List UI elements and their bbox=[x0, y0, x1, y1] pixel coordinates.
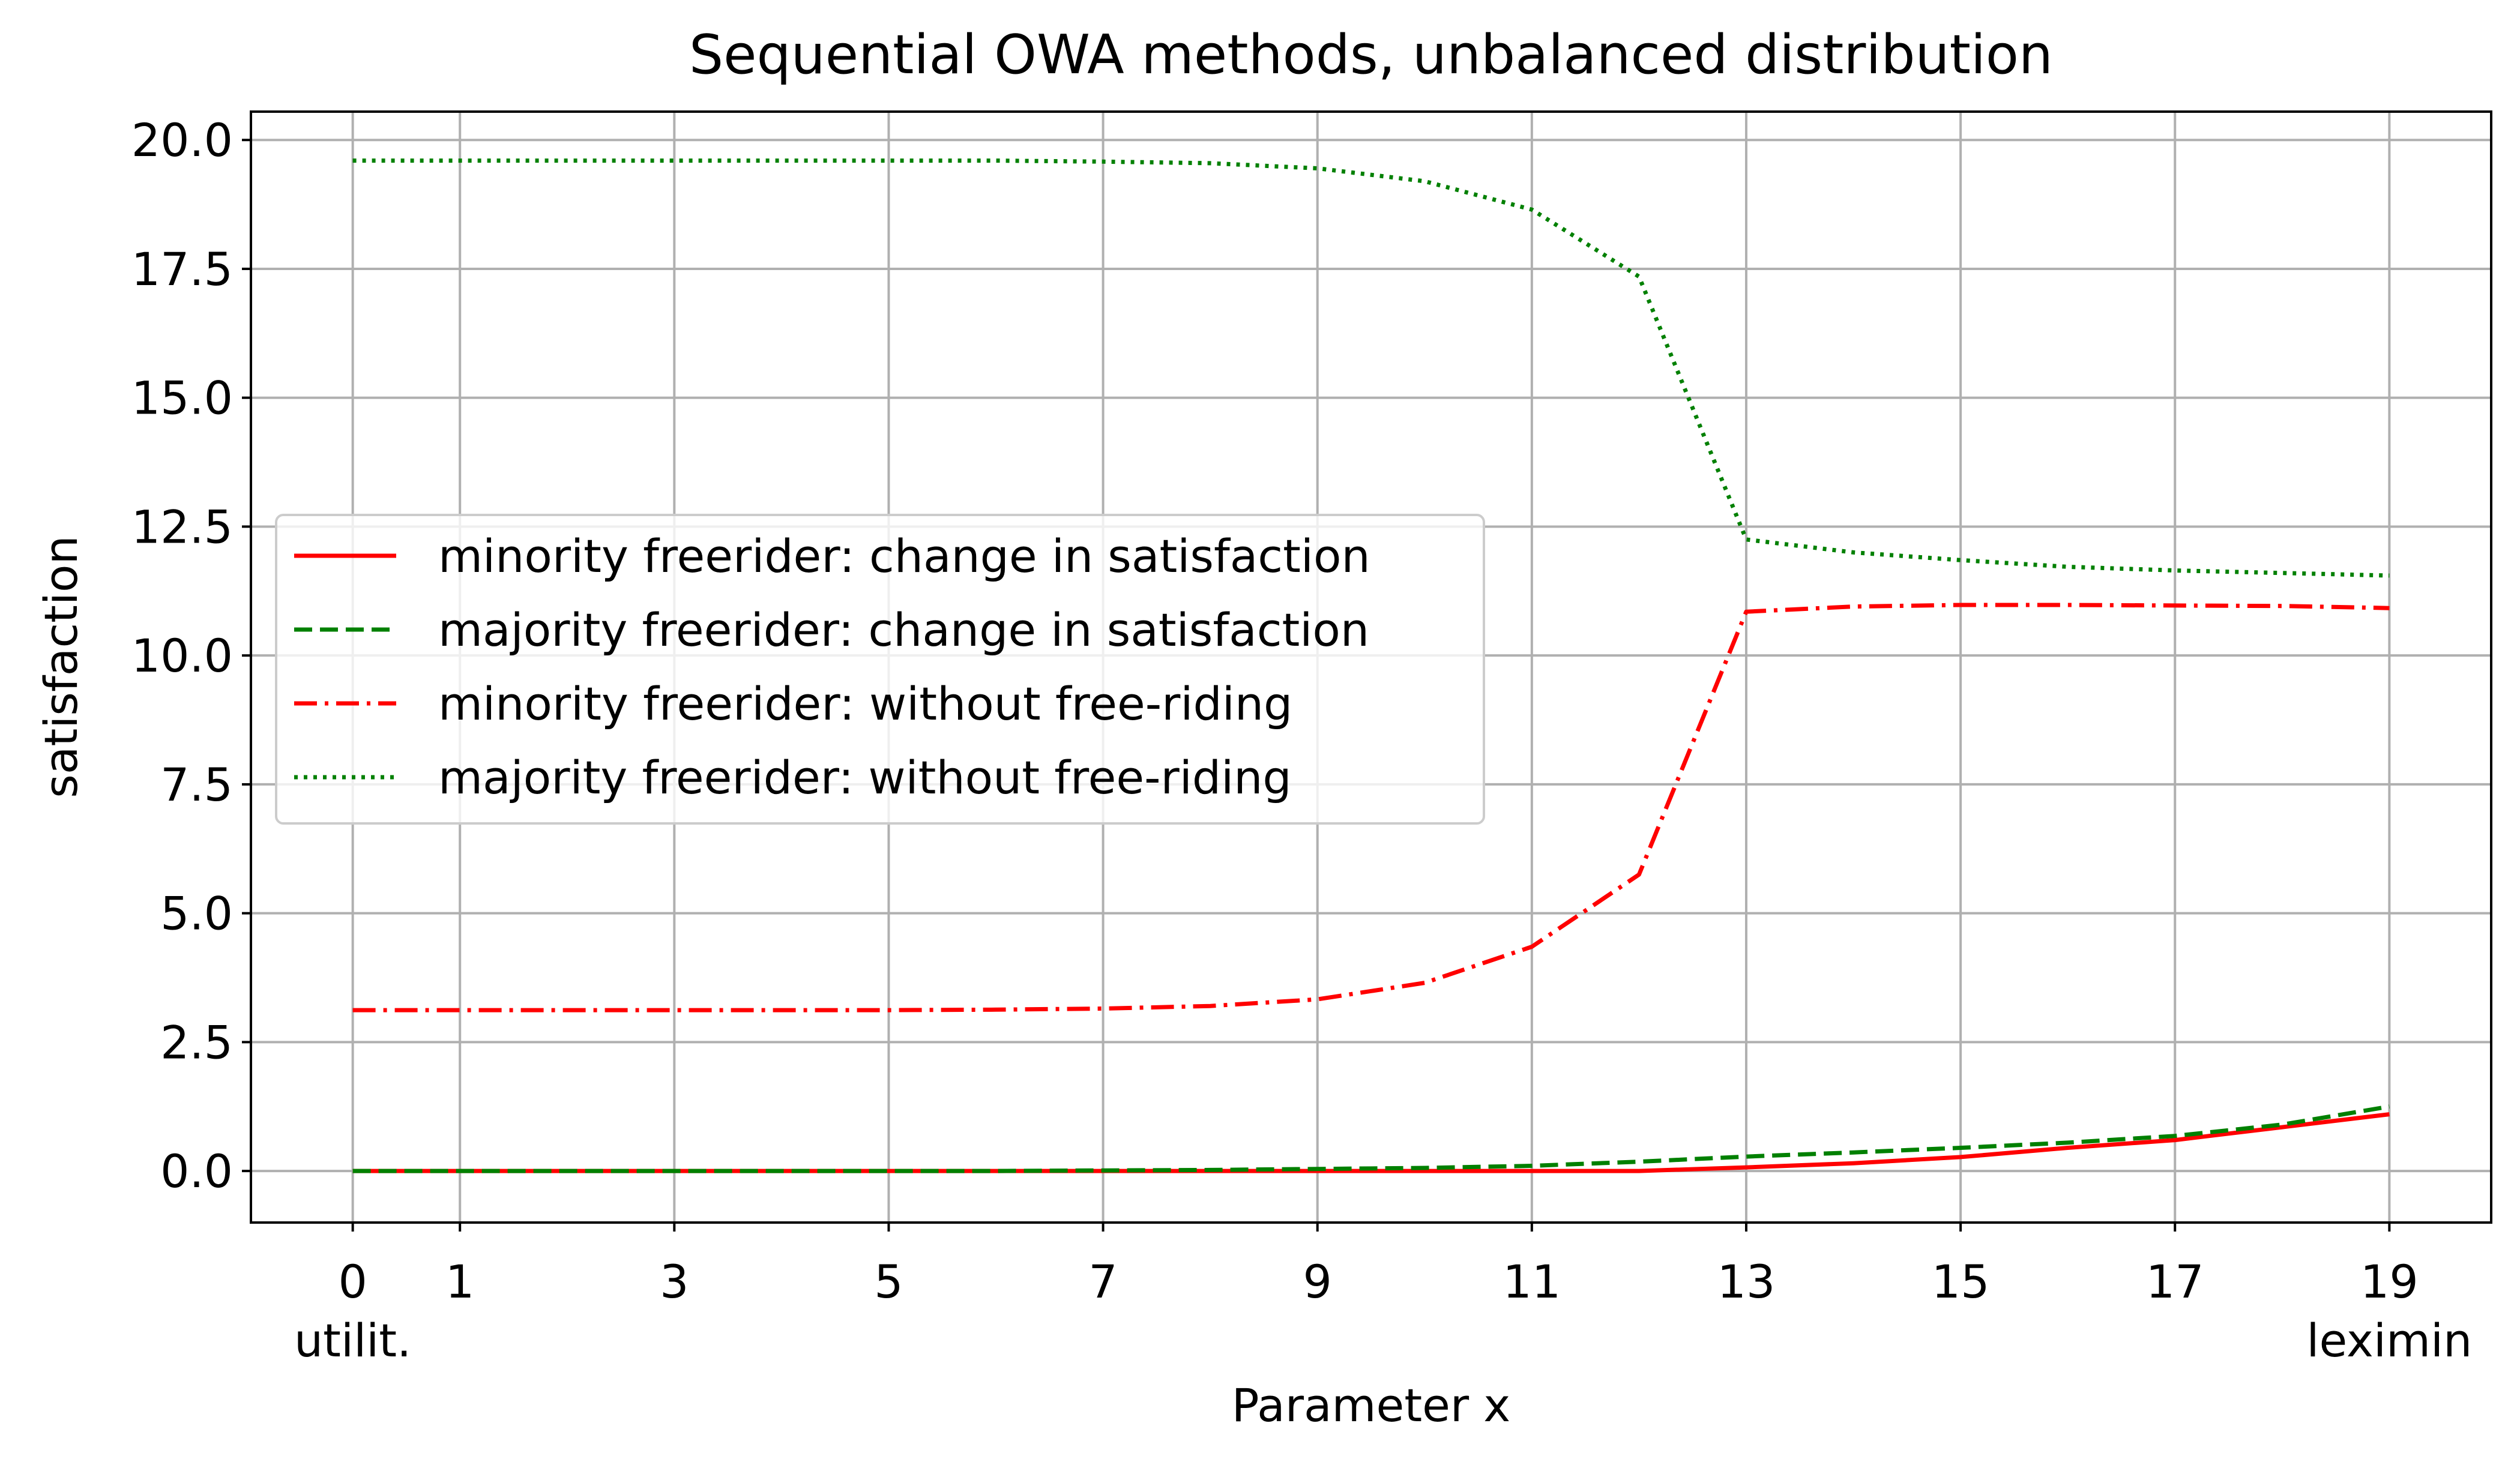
legend-label-4: majority freerider: without free-riding bbox=[438, 751, 1292, 804]
series-line-4 bbox=[352, 158, 2390, 578]
x-tick-label: 1 bbox=[445, 1255, 474, 1308]
y-tick-label: 15.0 bbox=[131, 372, 233, 425]
chart-title: Sequential OWA methods, unbalanced distr… bbox=[689, 23, 2053, 86]
x-tick-label: 13 bbox=[1717, 1255, 1776, 1308]
series-line-3 bbox=[352, 603, 2390, 1012]
legend-label-3: minority freerider: without free-riding bbox=[438, 677, 1292, 730]
x-tick-label: 19 bbox=[2360, 1255, 2419, 1308]
y-tick-label: 2.5 bbox=[160, 1015, 233, 1069]
x-axis-label: Parameter x bbox=[1232, 1379, 1511, 1432]
x-tick-label: 9 bbox=[1303, 1255, 1332, 1308]
x-tick-label: 17 bbox=[2146, 1255, 2204, 1308]
y-tick-label: 17.5 bbox=[131, 242, 233, 296]
y-tick-label: 5.0 bbox=[160, 887, 233, 940]
x-tick-label: 15 bbox=[1932, 1255, 1990, 1308]
series-line-2 bbox=[352, 1104, 2390, 1173]
legend-label-2: majority freerider: change in satisfacti… bbox=[438, 603, 1369, 657]
series-lines bbox=[352, 158, 2390, 1173]
plot-frame bbox=[250, 110, 2492, 1224]
y-axis-label: satisfaction bbox=[34, 535, 88, 798]
x-tick-sublabel: utilit. bbox=[294, 1314, 411, 1367]
x-tick-sublabel: leximin bbox=[2306, 1314, 2472, 1367]
y-tick-label: 12.5 bbox=[131, 500, 233, 553]
x-tick-label: 3 bbox=[660, 1255, 689, 1308]
y-tick-label: 20.0 bbox=[131, 113, 233, 167]
y-tick-label: 10.0 bbox=[131, 629, 233, 682]
y-tick-label: 7.5 bbox=[160, 758, 233, 811]
legend: minority freerider: change in satisfacti… bbox=[275, 514, 1485, 825]
x-tick-label: 11 bbox=[1503, 1255, 1561, 1308]
legend-label-1: minority freerider: change in satisfacti… bbox=[438, 529, 1370, 583]
x-tick-label: 5 bbox=[874, 1255, 903, 1308]
legend-box bbox=[275, 514, 1485, 825]
x-tick-label: 7 bbox=[1088, 1255, 1117, 1308]
x-tick-label: 0 bbox=[338, 1255, 367, 1308]
y-tick-label: 0.0 bbox=[160, 1145, 233, 1198]
